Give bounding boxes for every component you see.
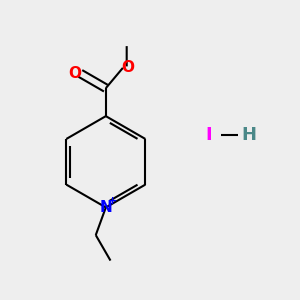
Text: O: O [121, 60, 134, 75]
Text: N: N [100, 200, 112, 215]
Text: H: H [241, 126, 256, 144]
Text: +: + [108, 196, 117, 206]
Text: I: I [206, 126, 212, 144]
Text: O: O [68, 66, 82, 81]
